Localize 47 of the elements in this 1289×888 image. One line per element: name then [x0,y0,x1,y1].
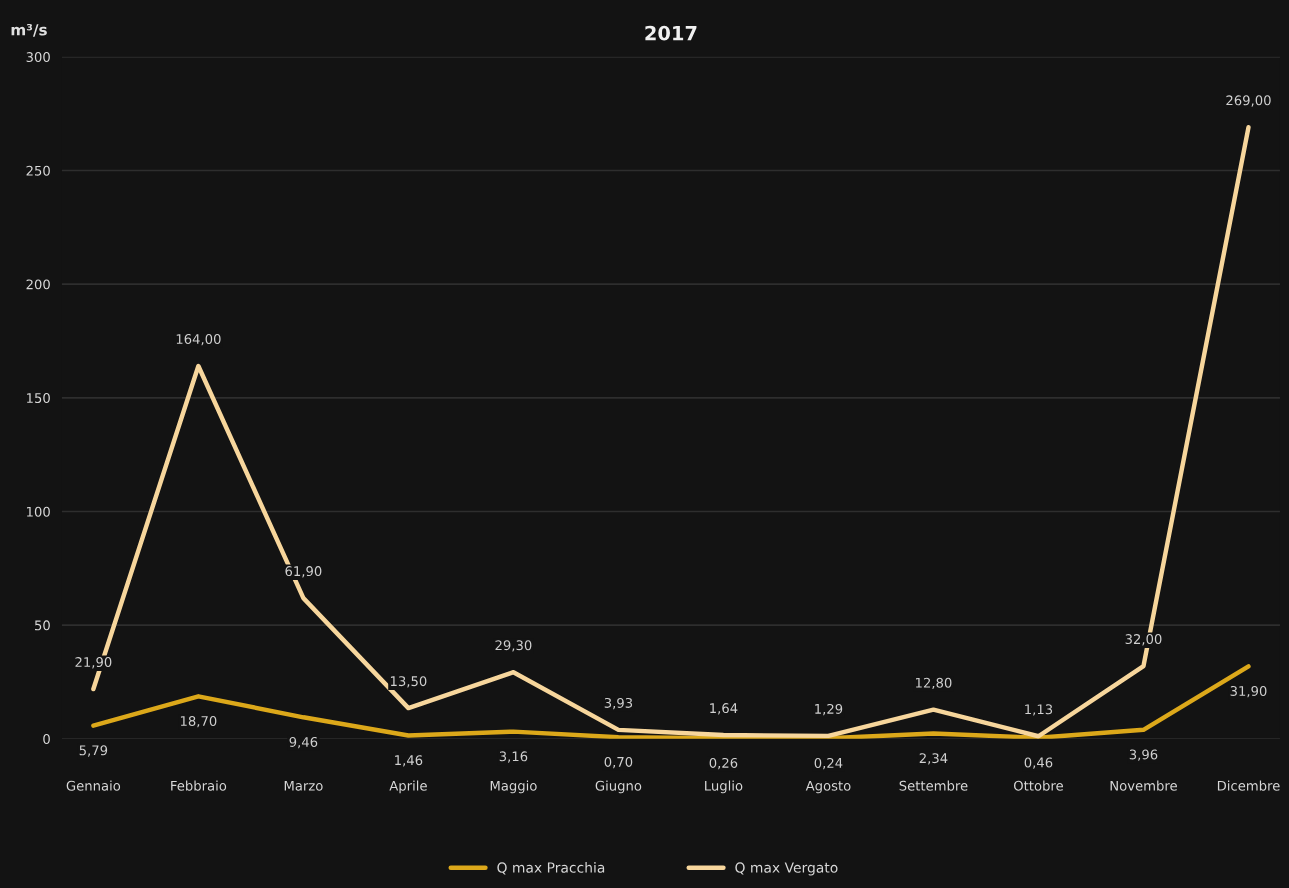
data-label: 164,00 [176,334,221,346]
data-label: 0,70 [604,756,633,769]
data-label: 5,79 [79,745,108,757]
x-tick-label: Luglio [705,780,743,794]
data-label: 0,24 [814,757,843,770]
data-label: 1,46 [395,755,423,767]
data-label: 3,16 [499,751,528,763]
x-tick-label: Gennaio [66,780,121,791]
x-tick-label: Novembre [1110,780,1177,791]
x-tick-label: Dicembre [1217,780,1280,791]
y-tick-label: 100 [27,506,50,517]
data-label: 12,80 [916,677,952,690]
y-tick-label: 200 [26,279,50,290]
x-tick-label: Marzo [284,780,323,791]
data-label: 269,00 [1226,95,1271,107]
y-tick-label: 150 [27,393,50,404]
data-label: 0,26 [709,757,738,770]
data-label: 32,00 [1125,634,1162,646]
x-tick-label: Agosto [805,780,851,794]
y-tick-label: 300 [26,52,50,63]
data-label: 31,90 [1230,685,1267,698]
legend-label: Q max Vergato [735,862,838,876]
x-tick-label: Febbraio [171,780,227,791]
data-label: 2,34 [919,753,948,765]
y-tick-label: 250 [26,165,50,176]
data-label: 0,46 [1024,757,1053,769]
data-label: 3,93 [604,697,633,710]
legend-label: Q max Pracchia [497,862,605,875]
data-label: 29,30 [495,640,532,652]
x-tick-label: Aprile [389,780,427,794]
data-label: 1,29 [815,703,843,716]
x-tick-label: Giugno [595,780,642,794]
data-label: 18,70 [180,715,217,728]
data-label: 1,64 [710,703,738,715]
data-label: 13,50 [390,676,427,688]
data-label: 1,13 [1025,704,1053,716]
data-label: 9,46 [289,736,318,749]
y-tick-label: 50 [34,620,50,631]
x-tick-label: Settembre [899,780,968,791]
data-label: 21,90 [75,657,112,669]
y-axis-title: m³/s [11,23,47,37]
data-label: 3,96 [1129,749,1158,761]
data-label: 61,90 [285,566,322,578]
x-tick-label: Maggio [490,780,537,794]
chart-title: 2017 [645,25,697,41]
y-tick-label: 0 [43,734,50,745]
x-tick-label: Ottobre [1013,780,1063,791]
